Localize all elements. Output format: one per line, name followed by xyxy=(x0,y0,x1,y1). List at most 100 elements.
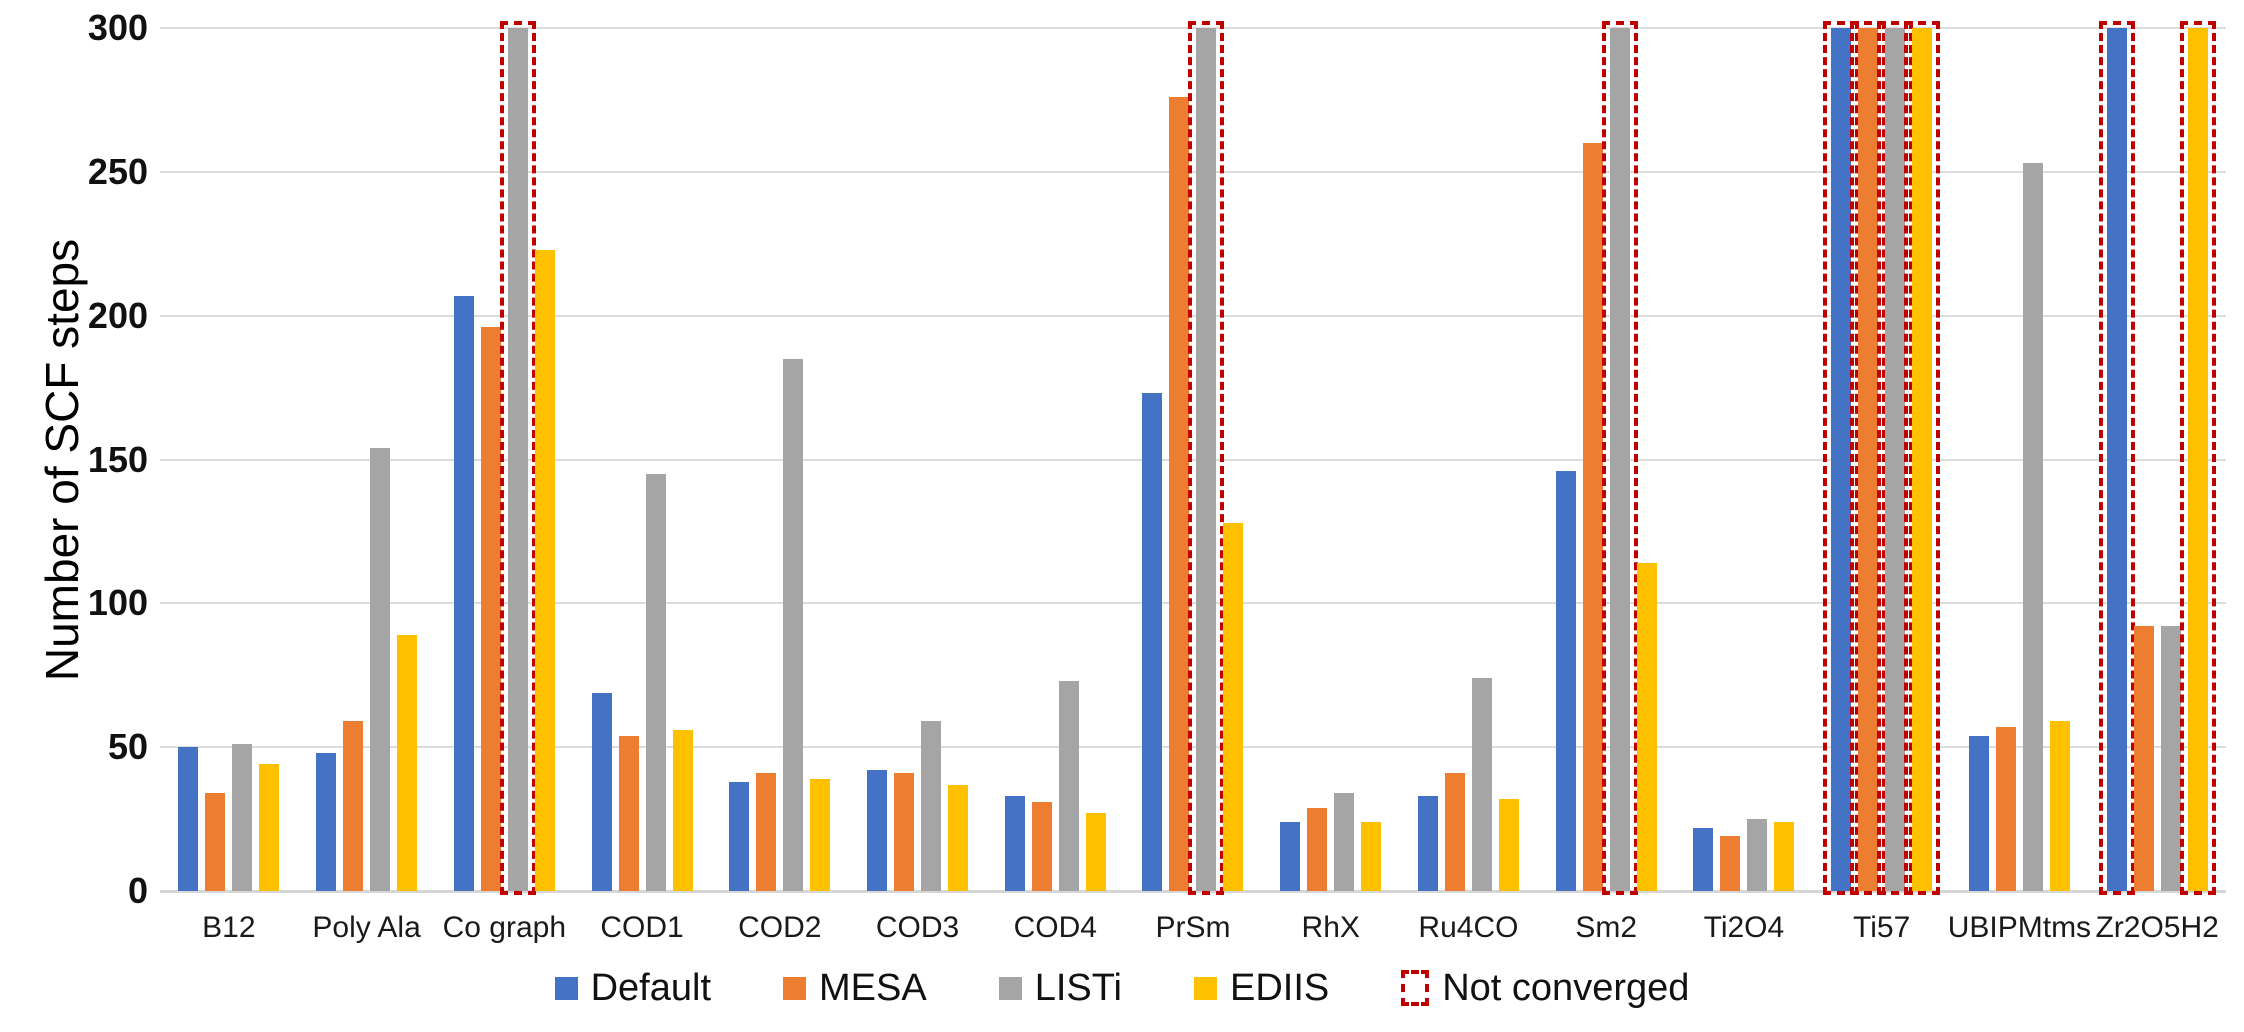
bar-group-co-graph xyxy=(435,21,573,895)
legend-item-mesa: MESA xyxy=(783,967,927,1010)
x-axis-label-ti57: Ti57 xyxy=(1853,911,1911,944)
bar-mesa-cod2 xyxy=(756,773,777,891)
bar-listi-ti57 xyxy=(1877,21,1914,895)
bar-mesa-cod3 xyxy=(894,773,915,891)
bar-listi-b12 xyxy=(232,744,253,891)
plot-area xyxy=(160,21,2226,895)
x-axis-label-sm2: Sm2 xyxy=(1575,911,1638,944)
bar-default-ru4co xyxy=(1417,796,1438,891)
bar-ediis-cod2 xyxy=(810,779,831,891)
bar-mesa-poly-ala xyxy=(343,721,364,891)
gridline-100 xyxy=(160,602,2226,605)
x-axis-label-rhx: RhX xyxy=(1301,911,1360,944)
x-axis-label-co-graph: Co graph xyxy=(442,911,567,944)
bar-listi-cod2 xyxy=(783,359,804,891)
x-axis-label-cod2: COD2 xyxy=(738,911,822,944)
bar-default-zr2o5h2 xyxy=(2098,21,2135,895)
bar-mesa-sm2 xyxy=(1582,143,1603,891)
bar-mesa-co-graph xyxy=(480,327,501,891)
bar-ediis-ti57 xyxy=(1904,21,1941,895)
x-axis-label-ti2o4: Ti2O4 xyxy=(1703,911,1785,944)
legend-label-listi: LISTi xyxy=(1034,966,1122,1009)
bar-ediis-prsm xyxy=(1223,523,1244,891)
x-axis-label-poly-ala: Poly Ala xyxy=(312,911,421,944)
legend-swatch-listi xyxy=(998,976,1022,1000)
x-axis-label-zr2o5h2: Zr2O5H2 xyxy=(2095,911,2219,944)
bar-group-prsm xyxy=(1124,21,1262,895)
bar-default-cod2 xyxy=(729,782,750,891)
bar-ediis-cod4 xyxy=(1085,813,1106,891)
y-tick-label: 100 xyxy=(87,582,148,624)
bar-listi-zr2o5h2 xyxy=(2160,626,2181,891)
legend-swatch-not-converged-icon xyxy=(1401,970,1430,1006)
bar-ediis-b12 xyxy=(259,764,280,891)
gridline-200 xyxy=(160,314,2226,317)
bar-mesa-ti57 xyxy=(1850,21,1887,895)
legend-label-ediis: EDIIS xyxy=(1229,966,1330,1009)
bar-group-ti57 xyxy=(1813,21,1951,895)
bar-ediis-ti2o4 xyxy=(1774,822,1795,891)
bar-ediis-rhx xyxy=(1361,822,1382,891)
bar-default-ti57 xyxy=(1823,21,1860,895)
legend-item-default: Default xyxy=(554,966,711,1010)
x-axis-label-b12: B12 xyxy=(202,911,256,944)
bar-group-ru4co xyxy=(1400,28,1538,891)
bar-listi-rhx xyxy=(1334,793,1355,891)
y-tick-label: 0 xyxy=(127,870,148,911)
y-tick-label: 150 xyxy=(87,438,148,480)
bar-listi-ubipmtms xyxy=(2022,163,2043,891)
bar-ediis-co-graph xyxy=(534,250,555,891)
bar-default-co-graph xyxy=(453,296,474,891)
legend-item-ediis: EDIIS xyxy=(1193,966,1330,1010)
bar-listi-cod4 xyxy=(1058,681,1079,891)
bar-group-sm2 xyxy=(1537,21,1675,895)
bar-mesa-b12 xyxy=(205,793,226,891)
bar-group-cod4 xyxy=(986,28,1124,891)
bar-ediis-ubipmtms xyxy=(2049,721,2070,891)
bar-mesa-prsm xyxy=(1169,97,1190,891)
bar-default-ti2o4 xyxy=(1693,828,1714,891)
bar-listi-poly-ala xyxy=(370,448,391,891)
gridline-300 xyxy=(160,27,2226,29)
bar-group-b12 xyxy=(160,28,298,891)
bar-ediis-sm2 xyxy=(1636,563,1657,891)
bar-mesa-cod4 xyxy=(1031,802,1052,891)
bar-group-cod2 xyxy=(711,28,849,891)
bar-group-ubipmtms xyxy=(1951,28,2089,891)
bar-group-zr2o5h2 xyxy=(2088,21,2226,895)
x-axis-label-cod3: COD3 xyxy=(875,911,960,944)
bar-ediis-cod1 xyxy=(672,730,693,891)
bar-mesa-rhx xyxy=(1307,808,1328,891)
legend: Default MESA LISTi EDIIS Not converged xyxy=(0,958,2244,1018)
bar-ediis-cod3 xyxy=(948,785,969,891)
bar-default-ubipmtms xyxy=(1968,736,1989,891)
bar-listi-sm2 xyxy=(1601,21,1638,895)
bar-listi-ti2o4 xyxy=(1747,819,1768,891)
bar-group-rhx xyxy=(1262,28,1400,891)
bar-listi-cod1 xyxy=(645,474,666,891)
bar-default-cod3 xyxy=(867,770,888,891)
legend-swatch-default xyxy=(554,976,578,1000)
y-tick-label: 50 xyxy=(107,726,148,768)
bar-mesa-ti2o4 xyxy=(1720,836,1741,891)
bar-ediis-ru4co xyxy=(1498,799,1519,891)
x-axis-label-cod1: COD1 xyxy=(600,911,684,944)
bar-group-cod3 xyxy=(849,28,987,891)
legend-label-default: Default xyxy=(590,966,711,1009)
bar-listi-cod3 xyxy=(921,721,942,891)
bar-default-rhx xyxy=(1280,822,1301,891)
bar-listi-ru4co xyxy=(1471,678,1492,891)
gridline-150 xyxy=(160,458,2226,461)
bar-default-cod1 xyxy=(591,693,612,891)
bar-group-cod1 xyxy=(573,28,711,891)
legend-item-listi: LISTi xyxy=(998,966,1122,1010)
gridline-50 xyxy=(160,746,2226,749)
legend-label-mesa: MESA xyxy=(819,966,927,1009)
bar-group-ti2o4 xyxy=(1675,28,1813,891)
y-tick-label: 300 xyxy=(87,7,148,48)
bar-group-poly-ala xyxy=(298,28,436,891)
bar-ediis-poly-ala xyxy=(397,635,418,891)
bar-mesa-zr2o5h2 xyxy=(2133,626,2154,891)
bar-default-poly-ala xyxy=(316,753,337,891)
